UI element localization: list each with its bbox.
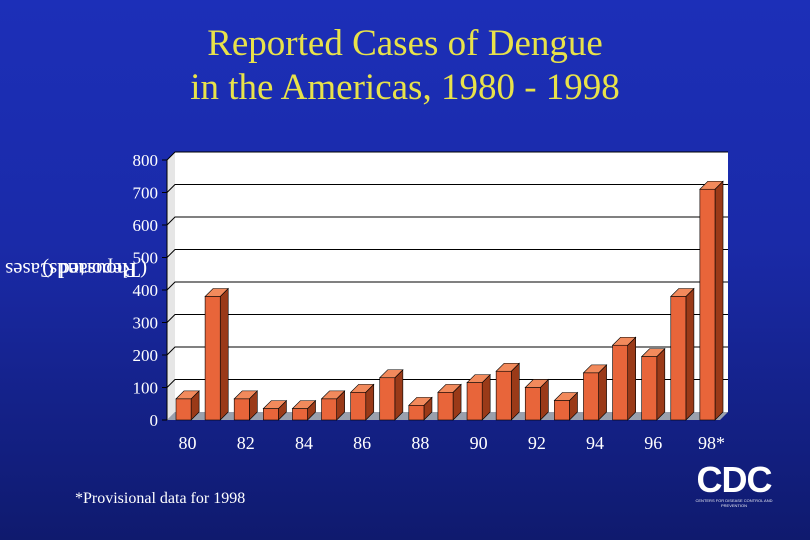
bar-side (598, 364, 607, 421)
bar-side (685, 287, 695, 421)
bar (408, 405, 425, 421)
y-gridline (166, 249, 728, 258)
y-gridline (166, 216, 728, 226)
bar-side (394, 369, 404, 421)
bar (524, 387, 541, 421)
y-tick-label: 100 (133, 379, 159, 398)
y-gridline (166, 281, 728, 291)
bar (670, 296, 687, 421)
bar-side (656, 347, 666, 421)
bar-side (219, 287, 229, 421)
bar-side (510, 362, 520, 421)
bar-side (714, 180, 724, 421)
x-tick-label: 86 (353, 433, 371, 453)
cdc-logo-subtitle: CENTERS FOR DISEASE CONTROL AND PREVENTI… (695, 498, 773, 508)
bar (233, 398, 250, 421)
x-tick-label: 82 (237, 433, 255, 453)
bar (641, 356, 658, 421)
y-tick-label: 400 (133, 281, 159, 300)
bar (292, 408, 308, 421)
y-tick-label: 700 (133, 184, 159, 203)
bar (495, 370, 512, 421)
x-tick-label: 84 (295, 433, 313, 453)
bar-side (627, 336, 636, 421)
y-tick-label: 0 (150, 411, 159, 430)
cdc-logo-text: CDC (696, 459, 773, 500)
y-gridline (166, 346, 728, 356)
y-tick-label: 600 (133, 216, 159, 235)
x-tick-label: 98* (698, 433, 725, 453)
x-tick-label: 90 (470, 433, 488, 453)
bar (612, 344, 628, 421)
cdc-logo: CDC CENTERS FOR DISEASE CONTROL AND PREV… (688, 462, 780, 512)
y-tick-label: 300 (133, 314, 159, 333)
y-gridline (166, 184, 728, 193)
bar (263, 408, 279, 421)
bar (350, 392, 367, 421)
bar (379, 377, 396, 421)
bar (204, 296, 221, 421)
y-gridline (166, 151, 728, 161)
y-gridline (166, 314, 728, 323)
bar (554, 400, 570, 421)
x-tick-label: 94 (586, 433, 604, 453)
x-tick-label: 92 (528, 433, 546, 453)
y-tick-label: 800 (133, 151, 159, 170)
y-tick-label: 500 (133, 249, 159, 268)
chart-title: Reported Cases of Dengue in the Americas… (0, 22, 810, 110)
bar (437, 392, 454, 421)
bar (466, 382, 483, 421)
footnote: *Provisional data for 1998 (75, 490, 246, 507)
y-tick-label: 200 (133, 346, 159, 365)
x-tick-label: 80 (179, 433, 197, 453)
x-tick-label: 88 (411, 433, 429, 453)
bar (175, 398, 192, 421)
bar (699, 188, 716, 421)
bar (583, 372, 599, 421)
chart-title-line2: in the Americas, 1980 - 1998 (190, 67, 620, 108)
bar (321, 398, 337, 421)
x-tick-label: 96 (644, 433, 662, 453)
chart-title-line1: Reported Cases of Dengue (207, 23, 603, 64)
